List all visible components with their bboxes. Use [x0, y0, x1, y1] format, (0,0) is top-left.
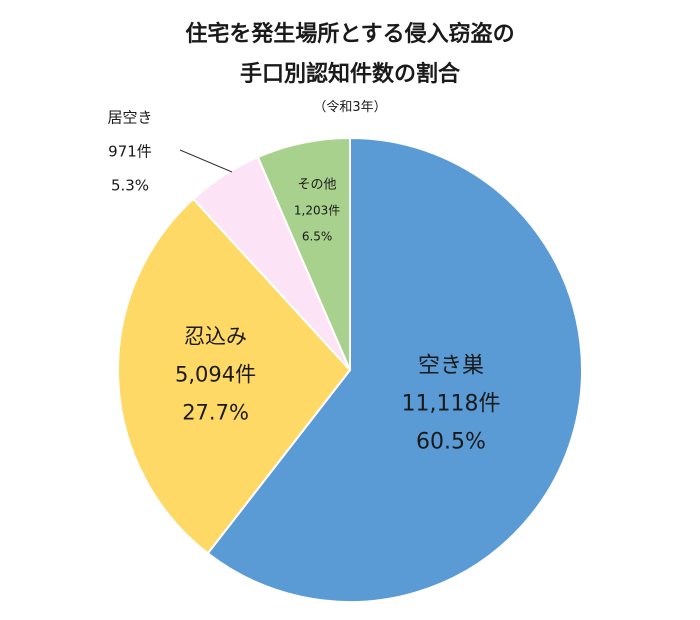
slice-label-sonota: その他: [298, 177, 337, 192]
slice-percent-akisu: 60.5%: [416, 430, 486, 455]
pie-slice-shinobi: [117, 197, 352, 555]
pie-slice-sonota: [256, 136, 351, 371]
pie-slice-akisu: [206, 136, 583, 603]
slice-label-iaki: 居空き: [107, 109, 152, 127]
slice-count-shinobi: 5,094件: [175, 362, 256, 386]
slice-label-akisu: 空き巣: [418, 354, 484, 379]
slice-label-shinobi: 忍込み: [184, 324, 247, 348]
slice-percent-shinobi: 27.7%: [182, 400, 249, 424]
slice-percent-sonota: 6.5%: [302, 229, 333, 243]
slice-count-sonota: 1,203件: [294, 203, 340, 217]
slice-count-akisu: 11,118件: [401, 392, 500, 417]
chart-title-line2: 手口別認知件数の割合: [239, 62, 460, 87]
chart-subtitle: （令和3年）: [313, 100, 387, 115]
leader-line-iaki: [179, 149, 233, 173]
slice-percent-iaki: 5.3%: [111, 177, 149, 195]
slice-count-iaki: 971件: [108, 143, 152, 161]
chart-title-line1: 住宅を発生場所とする侵入窃盗の: [185, 22, 515, 47]
